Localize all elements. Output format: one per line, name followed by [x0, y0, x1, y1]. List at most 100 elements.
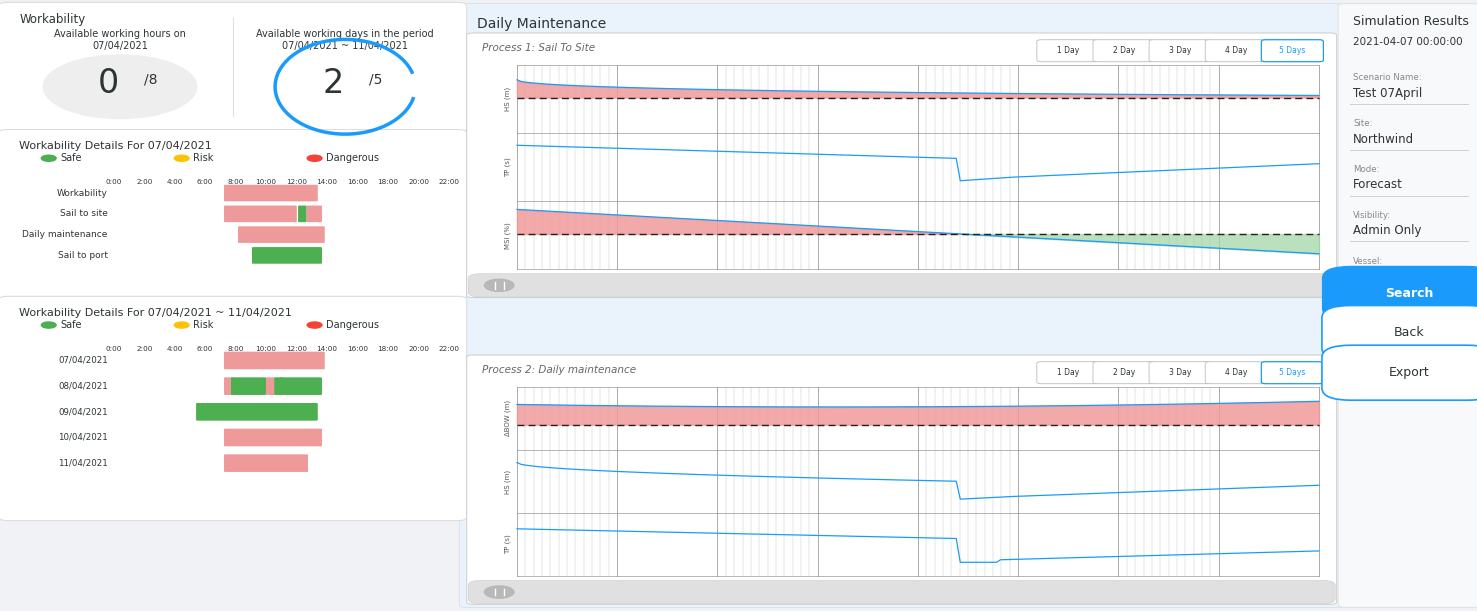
Text: 12:00: 12:00 [287, 346, 307, 352]
FancyBboxPatch shape [1093, 362, 1155, 384]
Text: Risk: Risk [193, 320, 214, 330]
Text: Workability: Workability [58, 189, 108, 197]
FancyBboxPatch shape [0, 296, 467, 521]
Text: 2:00: 2:00 [136, 346, 152, 352]
FancyBboxPatch shape [306, 205, 313, 222]
FancyBboxPatch shape [1118, 65, 1219, 133]
FancyBboxPatch shape [467, 33, 1337, 298]
Text: Back: Back [1394, 326, 1424, 340]
Text: Process 1: Sail To Site: Process 1: Sail To Site [482, 43, 595, 53]
Text: Site:: Site: [1353, 119, 1372, 128]
Text: 20:00: 20:00 [408, 346, 428, 352]
FancyBboxPatch shape [225, 455, 309, 472]
Circle shape [174, 155, 189, 161]
Text: /5: /5 [369, 73, 383, 86]
FancyBboxPatch shape [467, 355, 1337, 604]
Text: 10:00: 10:00 [256, 179, 276, 185]
Text: Northwind: Northwind [1353, 133, 1413, 145]
FancyBboxPatch shape [266, 378, 276, 395]
FancyBboxPatch shape [1037, 362, 1099, 384]
Text: 14:00: 14:00 [316, 346, 338, 352]
FancyBboxPatch shape [1118, 133, 1219, 201]
FancyBboxPatch shape [1322, 345, 1477, 400]
Text: 12:00: 12:00 [287, 179, 307, 185]
Circle shape [484, 279, 514, 291]
FancyBboxPatch shape [196, 403, 318, 420]
Text: 10/04/2021: 10/04/2021 [58, 433, 108, 442]
Text: Workability Details For 07/04/2021: Workability Details For 07/04/2021 [19, 141, 213, 151]
Text: Apr 10: Apr 10 [1007, 274, 1029, 280]
FancyBboxPatch shape [225, 429, 322, 446]
Text: TP (s): TP (s) [505, 535, 511, 554]
Text: 10:00: 10:00 [256, 346, 276, 352]
Text: Admin Only: Admin Only [1353, 224, 1421, 237]
FancyBboxPatch shape [1322, 266, 1477, 321]
Text: Simulation Results: Simulation Results [1353, 15, 1468, 28]
Text: 4:00: 4:00 [167, 346, 183, 352]
Text: 6:00: 6:00 [196, 179, 213, 185]
Text: 2: 2 [323, 67, 344, 100]
Text: 18:00: 18:00 [378, 346, 399, 352]
FancyBboxPatch shape [468, 274, 1335, 297]
Text: Apr 09: Apr 09 [806, 274, 829, 280]
FancyBboxPatch shape [225, 185, 318, 202]
Text: Apr 08: Apr 08 [606, 274, 629, 280]
Text: 12:00: 12:00 [507, 581, 527, 587]
Text: 14:00: 14:00 [316, 179, 338, 185]
Text: 0: 0 [97, 67, 118, 100]
Text: Safe: Safe [61, 320, 83, 330]
FancyBboxPatch shape [517, 387, 617, 450]
Text: 2 Day: 2 Day [1112, 46, 1136, 55]
Text: 12:00: 12:00 [1108, 274, 1128, 280]
FancyBboxPatch shape [1205, 362, 1267, 384]
FancyBboxPatch shape [1338, 4, 1477, 607]
Text: 8:00: 8:00 [227, 346, 244, 352]
Circle shape [307, 322, 322, 328]
Text: 3 Day: 3 Day [1168, 46, 1192, 55]
Text: Export: Export [1388, 366, 1430, 379]
FancyBboxPatch shape [1118, 450, 1219, 513]
Text: Sail to site: Sail to site [61, 210, 108, 218]
FancyBboxPatch shape [917, 65, 1018, 133]
Text: 1 Day: 1 Day [1056, 368, 1080, 377]
Circle shape [174, 322, 189, 328]
Text: 3 Day: 3 Day [1168, 368, 1192, 377]
Text: 22:00: 22:00 [439, 346, 459, 352]
FancyBboxPatch shape [0, 130, 467, 299]
FancyBboxPatch shape [298, 205, 307, 222]
FancyBboxPatch shape [718, 513, 818, 576]
FancyBboxPatch shape [253, 247, 322, 264]
Text: Safe: Safe [61, 153, 83, 163]
FancyBboxPatch shape [225, 352, 325, 369]
Text: Workability: Workability [19, 13, 86, 26]
Text: Process 2: Daily maintenance: Process 2: Daily maintenance [482, 365, 635, 375]
FancyBboxPatch shape [517, 65, 617, 133]
Text: Daily maintenance: Daily maintenance [22, 230, 108, 239]
Text: 12:00: 12:00 [507, 274, 527, 280]
Text: Workability Details For 07/04/2021 ~ 11/04/2021: Workability Details For 07/04/2021 ~ 11/… [19, 308, 292, 318]
Text: 12:00: 12:00 [908, 274, 928, 280]
Text: 4 Day: 4 Day [1224, 46, 1248, 55]
Text: /8: /8 [143, 73, 157, 86]
Text: Vessel:: Vessel: [1353, 257, 1382, 266]
Text: ΔBOW (m): ΔBOW (m) [505, 400, 511, 436]
FancyBboxPatch shape [718, 133, 818, 201]
Text: 1 Day: 1 Day [1056, 46, 1080, 55]
Text: TP (s): TP (s) [505, 157, 511, 177]
Circle shape [43, 55, 196, 119]
FancyBboxPatch shape [1322, 306, 1477, 360]
FancyBboxPatch shape [1093, 40, 1155, 62]
FancyBboxPatch shape [225, 378, 233, 395]
Text: 09/04/2021: 09/04/2021 [58, 408, 108, 416]
Text: MSI (%): MSI (%) [505, 222, 511, 249]
FancyBboxPatch shape [0, 2, 467, 132]
FancyBboxPatch shape [238, 226, 325, 243]
FancyBboxPatch shape [459, 4, 1344, 607]
Text: 4:00: 4:00 [167, 179, 183, 185]
Text: 8:00: 8:00 [227, 179, 244, 185]
Text: 16:00: 16:00 [347, 346, 368, 352]
FancyBboxPatch shape [517, 513, 617, 576]
Circle shape [484, 586, 514, 598]
Text: Scenario Name:: Scenario Name: [1353, 73, 1421, 82]
FancyBboxPatch shape [517, 133, 617, 201]
